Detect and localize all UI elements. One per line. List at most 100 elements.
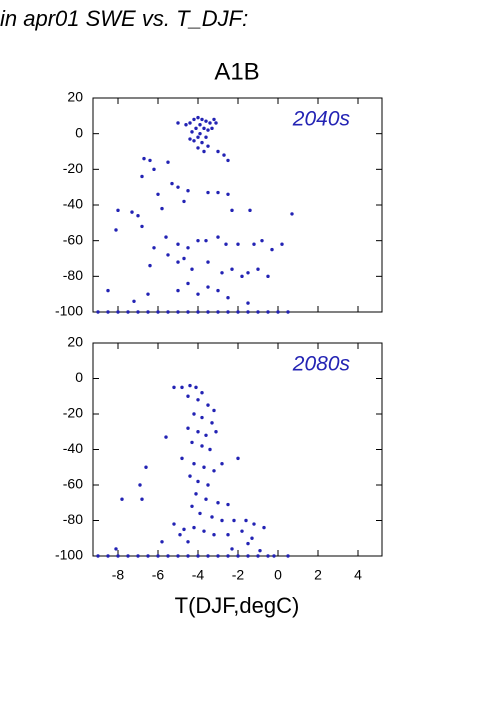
point [216,190,220,195]
point [138,483,142,487]
point [204,135,208,139]
point [156,554,160,558]
point [204,497,208,501]
point [192,139,196,143]
point [96,310,100,314]
chart-title: A1B [214,58,259,85]
point [190,130,194,134]
point [178,533,182,537]
x-tick-label: -6 [152,567,165,583]
point [176,554,180,558]
point [152,167,156,172]
point [220,271,224,275]
point [206,190,210,195]
point [206,554,210,558]
point [186,189,190,193]
point [208,121,212,125]
point [246,310,250,314]
point [136,310,140,314]
point [106,554,110,558]
header: in apr01 SWE vs. T_DJF: [0,6,248,31]
y-tick-label: 0 [75,124,83,140]
point [166,253,170,257]
point [248,208,252,213]
point [116,554,120,558]
point [276,310,280,314]
point [192,117,196,122]
point [246,271,250,275]
point [182,527,186,532]
point [260,238,264,243]
point [186,246,190,250]
point [202,149,206,154]
point [132,299,136,303]
point [210,421,214,425]
point [196,398,200,402]
x-tick-label: 2 [314,567,322,583]
point [200,391,204,395]
point [116,208,120,213]
point [188,137,192,141]
point [206,483,210,487]
point [208,447,212,452]
point [194,385,198,390]
y-tick-label: -20 [63,160,83,176]
point [166,310,170,314]
point [216,554,220,558]
point [140,174,144,179]
point [196,115,200,120]
point [180,385,184,390]
point [206,403,210,407]
point [226,158,230,163]
x-axis-label: T(DJF,degC) [175,593,300,618]
point [188,383,192,388]
point [226,296,230,300]
point [246,301,250,305]
point [230,208,234,213]
point [270,247,274,252]
point [236,310,240,314]
y-tick-label: -80 [63,267,83,283]
point [210,126,214,131]
point [146,292,150,296]
point [194,126,198,131]
point [250,536,254,540]
point [256,267,260,271]
point [206,260,210,264]
point [156,310,160,314]
point [216,310,220,314]
point [202,126,206,131]
point [172,522,176,526]
point [166,160,170,164]
point [196,430,200,434]
point [126,554,130,558]
point [176,242,180,246]
x-tick-label: -4 [192,567,205,583]
point [244,518,248,523]
point [144,465,148,469]
point [256,310,260,314]
point [198,131,202,136]
point [192,525,196,530]
point [196,135,200,139]
point [214,121,218,125]
point [164,435,168,439]
point [222,153,226,157]
y-tick-label: -20 [63,405,83,421]
point [176,310,180,314]
point [202,465,206,469]
point [142,156,146,161]
point [226,502,230,507]
point [206,310,210,314]
point [186,281,190,286]
point [286,310,290,314]
point [216,501,220,505]
point [240,274,244,279]
point [182,199,186,204]
point [226,554,230,558]
point [202,529,206,533]
point [140,224,144,229]
point [224,242,228,246]
y-tick-label: -100 [55,303,83,319]
point [230,547,234,551]
